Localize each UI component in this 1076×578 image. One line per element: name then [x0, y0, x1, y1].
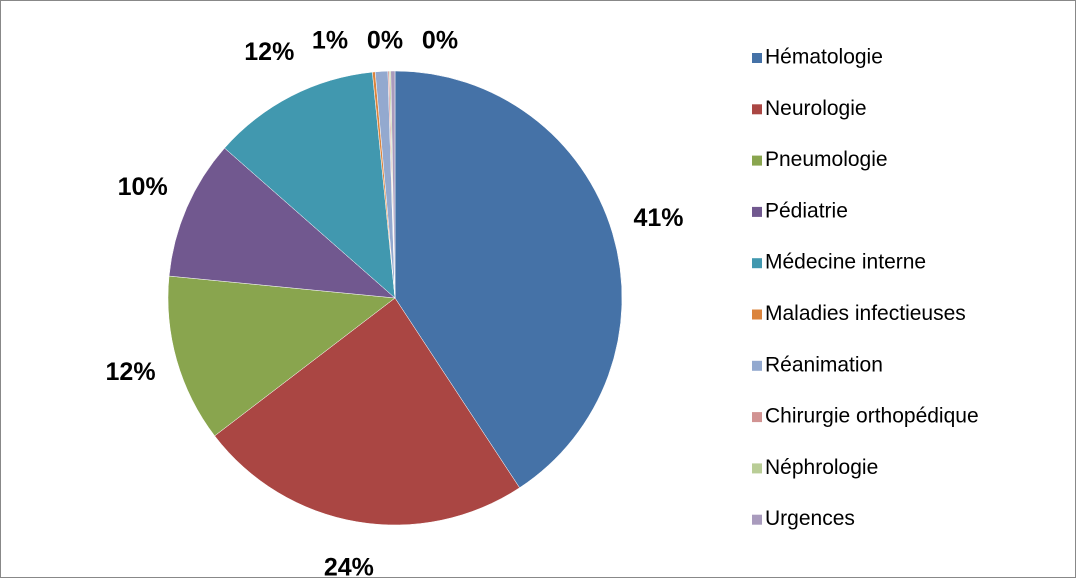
legend-swatch	[752, 104, 762, 115]
pie-slice	[168, 147, 396, 299]
data-label: 0%	[367, 27, 403, 55]
data-label: 10%	[118, 173, 168, 201]
legend-swatch	[752, 155, 762, 166]
legend-swatch	[752, 463, 762, 474]
legend-swatch	[752, 309, 762, 320]
pie-slice	[214, 297, 520, 526]
legend-swatch	[752, 206, 762, 217]
data-label: 41%	[633, 204, 683, 232]
legend-label: Pneumologie	[765, 148, 888, 171]
legend-label: Urgences	[765, 507, 855, 530]
legend-label: Pédiatrie	[765, 199, 848, 222]
data-label: 1%	[312, 27, 348, 55]
pie-slice	[167, 275, 396, 437]
legend-swatch	[752, 258, 762, 269]
pie-slice	[390, 70, 396, 299]
legend-label: Maladies infectieuses	[765, 302, 966, 325]
data-label: 24%	[324, 554, 374, 578]
legend-swatch	[752, 412, 762, 423]
pie-slice	[224, 71, 396, 299]
legend-swatch	[752, 514, 762, 525]
legend-label: Neurologie	[765, 97, 867, 120]
pie-slice	[394, 70, 623, 489]
legend-swatch	[752, 53, 762, 63]
data-label: 0%	[422, 27, 458, 55]
data-label: 12%	[244, 38, 294, 66]
legend-label: Hématologie	[765, 46, 883, 69]
legend-swatch	[752, 360, 762, 371]
legend-label: Réanimation	[765, 353, 883, 376]
legend-label: Médecine interne	[765, 251, 926, 274]
legend-label: Chirurgie orthopédique	[765, 405, 979, 428]
data-label: 12%	[106, 358, 156, 386]
legend-label: Néphrologie	[765, 456, 878, 479]
